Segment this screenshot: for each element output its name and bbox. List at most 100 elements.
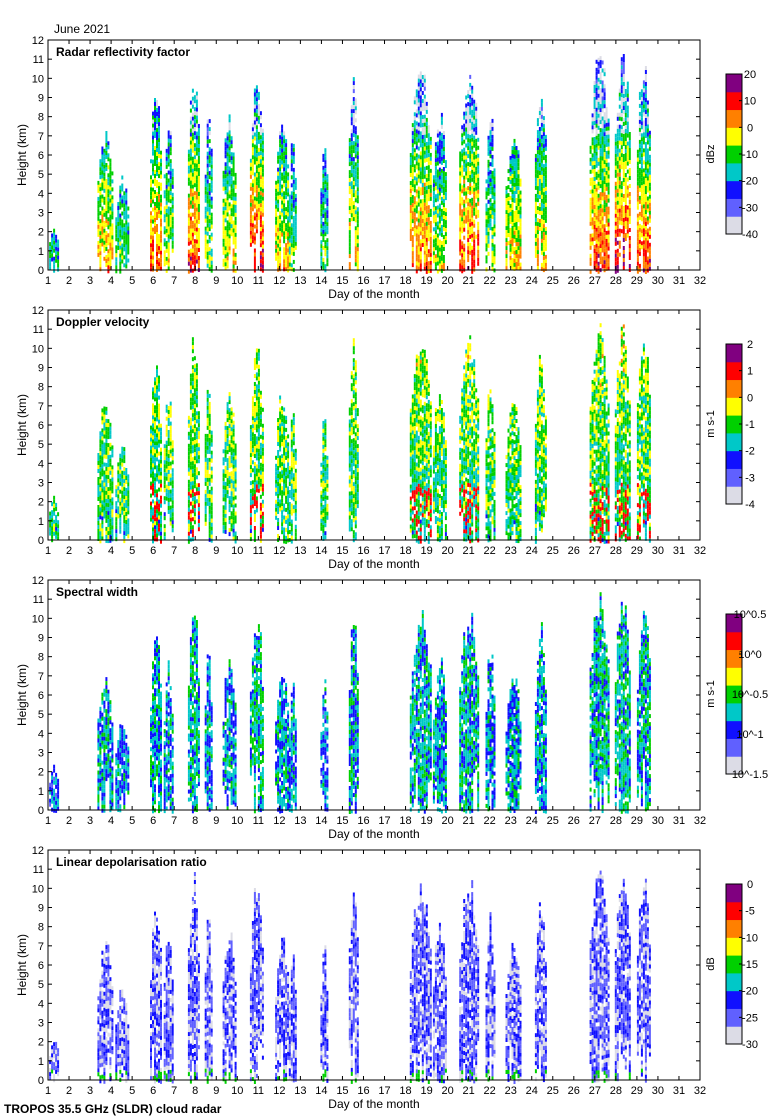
x-tick-label: 27 bbox=[589, 545, 601, 557]
x-tick-label: 13 bbox=[294, 815, 306, 827]
x-tick-label: 24 bbox=[526, 815, 538, 827]
radar-figure-svg: 1 2 3 4 5 6 7 8 9 10 11 12 13 14 15 16 17 18 19 20 21 22 23 24 2… bbox=[0, 0, 780, 1120]
x-tick-label: 24 bbox=[526, 545, 538, 557]
colorbar-tick-label: -10 bbox=[742, 149, 758, 161]
x-tick-label: 5 bbox=[129, 275, 135, 287]
panel-velocity: 1 2 3 4 5 6 7 8 9 10 11 12 13 14 15 16 17 18 19 20 21 22 23 24 2… bbox=[15, 305, 755, 571]
x-axis-label: Day of the month bbox=[328, 287, 419, 301]
x-tick-label: 15 bbox=[336, 815, 348, 827]
x-tick-label: 22 bbox=[484, 275, 496, 287]
y-tick-label: 5 bbox=[38, 439, 44, 451]
x-tick-label: 14 bbox=[315, 815, 327, 827]
x-tick-label: 18 bbox=[399, 1085, 411, 1097]
cloud-field-width bbox=[49, 592, 651, 814]
y-tick-label: 5 bbox=[38, 709, 44, 721]
x-tick-label: 1 bbox=[45, 1085, 51, 1097]
colorbar-segment bbox=[726, 344, 742, 362]
panel-title: Linear depolarisation ratio bbox=[56, 855, 207, 869]
y-tick-label: 4 bbox=[38, 188, 44, 200]
colorbar-tick-label: -20 bbox=[742, 176, 758, 188]
y-tick-label: 8 bbox=[38, 652, 44, 664]
x-tick-label: 9 bbox=[213, 1085, 219, 1097]
y-tick-label: 4 bbox=[38, 728, 44, 740]
cloud-field-ldr bbox=[49, 871, 651, 1084]
x-tick-label: 28 bbox=[610, 545, 622, 557]
y-tick-label: 8 bbox=[38, 922, 44, 934]
x-tick-label: 25 bbox=[547, 815, 559, 827]
x-tick-label: 16 bbox=[357, 275, 369, 287]
x-tick-label: 9 bbox=[213, 815, 219, 827]
y-tick-label: 3 bbox=[38, 478, 44, 490]
y-tick-label: 7 bbox=[38, 941, 44, 953]
x-tick-label: 5 bbox=[129, 1085, 135, 1097]
x-tick-label: 25 bbox=[547, 275, 559, 287]
x-tick-label: 18 bbox=[399, 545, 411, 557]
x-tick-label: 30 bbox=[652, 275, 664, 287]
colorbar-tick-label: 10 bbox=[744, 96, 756, 108]
x-tick-label: 7 bbox=[171, 545, 177, 557]
colorbar-tick-label: 10^-1 bbox=[736, 729, 763, 741]
x-tick-label: 11 bbox=[253, 1085, 264, 1097]
x-tick-label: 17 bbox=[378, 815, 390, 827]
x-tick-label: 8 bbox=[192, 275, 198, 287]
x-tick-label: 26 bbox=[568, 815, 580, 827]
x-tick-label: 28 bbox=[610, 275, 622, 287]
x-tick-label: 11 bbox=[253, 275, 264, 287]
colorbar-tick-label: 10^-1.5 bbox=[732, 769, 768, 781]
colorbar-tick-label: -10 bbox=[742, 932, 758, 944]
colorbar-tick-label: 10^0 bbox=[738, 649, 762, 661]
x-tick-label: 29 bbox=[631, 815, 643, 827]
y-tick-label: 3 bbox=[38, 748, 44, 760]
panel-width: 1 2 3 4 5 6 7 8 9 10 11 12 13 14 15 16 17 18 19 20 21 22 23 24 2… bbox=[15, 575, 768, 841]
x-tick-label: 15 bbox=[336, 1085, 348, 1097]
x-tick-label: 15 bbox=[336, 545, 348, 557]
x-tick-label: 18 bbox=[399, 815, 411, 827]
x-tick-label: 14 bbox=[315, 1085, 327, 1097]
colorbar-tick-label: -20 bbox=[742, 986, 758, 998]
x-tick-label: 5 bbox=[129, 815, 135, 827]
y-tick-label: 9 bbox=[38, 363, 44, 375]
colorbar-segment bbox=[726, 216, 742, 234]
x-tick-label: 23 bbox=[505, 1085, 517, 1097]
colorbar-segment bbox=[726, 991, 742, 1009]
colorbar-segment bbox=[726, 738, 742, 756]
x-tick-label: 20 bbox=[441, 545, 453, 557]
x-tick-label: 17 bbox=[378, 545, 390, 557]
colorbar-tick-label: -40 bbox=[742, 229, 758, 241]
colorbar-segment bbox=[726, 451, 742, 469]
x-tick-label: 32 bbox=[694, 545, 706, 557]
x-tick-label: 30 bbox=[652, 1085, 664, 1097]
colorbar-label: m s-1 bbox=[705, 680, 717, 708]
x-tick-label: 26 bbox=[568, 545, 580, 557]
x-tick-label: 10 bbox=[231, 275, 243, 287]
x-tick-label: 29 bbox=[631, 275, 643, 287]
x-tick-label: 21 bbox=[463, 1085, 475, 1097]
x-tick-label: 23 bbox=[505, 815, 517, 827]
x-tick-label: 5 bbox=[129, 545, 135, 557]
colorbar-tick-label: -15 bbox=[742, 959, 758, 971]
x-tick-label: 8 bbox=[192, 1085, 198, 1097]
x-tick-label: 1 bbox=[45, 275, 51, 287]
x-tick-label: 15 bbox=[336, 275, 348, 287]
x-tick-label: 26 bbox=[568, 275, 580, 287]
x-tick-label: 16 bbox=[357, 815, 369, 827]
y-tick-label: 5 bbox=[38, 979, 44, 991]
x-tick-label: 7 bbox=[171, 1085, 177, 1097]
colorbar-tick-label: 1 bbox=[747, 366, 753, 378]
x-tick-label: 23 bbox=[505, 275, 517, 287]
x-tick-label: 20 bbox=[441, 1085, 453, 1097]
y-tick-label: 9 bbox=[38, 633, 44, 645]
x-tick-label: 10 bbox=[231, 815, 243, 827]
colorbar-tick-label: -5 bbox=[745, 906, 755, 918]
x-tick-label: 30 bbox=[652, 545, 664, 557]
y-tick-label: 11 bbox=[33, 594, 44, 606]
colorbar-tick-label: -4 bbox=[745, 499, 755, 511]
colorbar-label: dB bbox=[705, 957, 717, 970]
x-tick-label: 29 bbox=[631, 1085, 643, 1097]
colorbar-segment bbox=[726, 632, 742, 650]
y-axis-label: Height (km) bbox=[15, 124, 29, 186]
x-tick-label: 32 bbox=[694, 275, 706, 287]
y-tick-label: 4 bbox=[38, 458, 44, 470]
y-tick-label: 9 bbox=[38, 93, 44, 105]
y-tick-label: 0 bbox=[38, 265, 44, 277]
